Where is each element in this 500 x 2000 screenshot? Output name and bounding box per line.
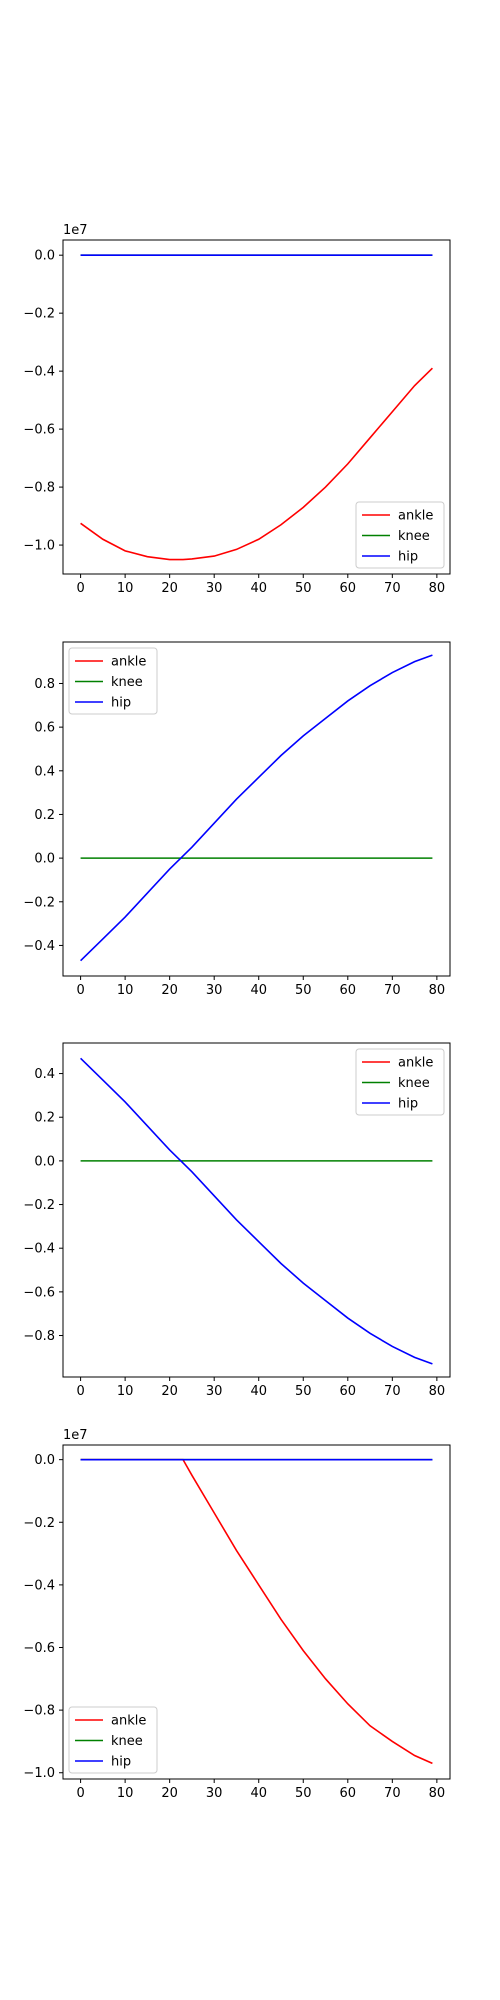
x-tick-label: 30: [206, 983, 223, 998]
legend-frame: [355, 1048, 445, 1116]
x-tick-label: 50: [295, 581, 312, 596]
legend: ankle knee hip: [68, 1706, 158, 1774]
y-tick-label: 0.2: [34, 1111, 55, 1126]
y-tick-label: −0.2: [23, 1198, 55, 1213]
axes-frame: [62, 641, 451, 977]
y-tick-label: 0.0: [34, 249, 55, 264]
x-tick-label: 0: [76, 581, 84, 596]
x-tick-label: 20: [161, 1786, 178, 1801]
axes-frame: [62, 1444, 451, 1780]
subplot-1: 0 10 20 30 40 50 60 70 80 0.0 −0.2 −0.4 −0.6 −0.8 −1.0…: [23, 223, 451, 596]
legend-frame: [68, 1706, 158, 1774]
x-tick-label: 30: [206, 1786, 223, 1801]
legend-frame: [355, 501, 445, 569]
axes-frame: [62, 1042, 451, 1378]
y-tick-label: 0.0: [34, 1453, 55, 1468]
x-tick-label: 70: [384, 581, 401, 596]
y-tick-label: −0.4: [23, 365, 55, 380]
subplot-4: 0 10 20 30 40 50 60 70 80 0.0 −0.2 −0.4 −0.6 −0.8 −1.0…: [23, 1428, 451, 1801]
x-tick-label: 50: [295, 983, 312, 998]
y-tick-label: −0.8: [23, 1704, 55, 1719]
legend: ankle knee hip: [68, 647, 158, 715]
x-tick-label: 80: [429, 1384, 446, 1399]
x-tick-label: 50: [295, 1384, 312, 1399]
y-tick-label: −0.2: [23, 1516, 55, 1531]
axes-frame: [62, 239, 451, 575]
y-tick-label: −0.4: [23, 939, 55, 954]
y-tick-label: −1.0: [23, 539, 55, 554]
legend-label-hip: hip: [398, 1097, 418, 1112]
x-tick-label: 10: [117, 581, 134, 596]
x-tick-label: 70: [384, 1786, 401, 1801]
legend: ankle knee hip: [355, 1048, 445, 1116]
y-offset-label: 1e7: [63, 1428, 88, 1443]
x-tick-label: 80: [429, 983, 446, 998]
legend-label-knee: knee: [398, 529, 430, 544]
x-tick-label: 60: [340, 983, 357, 998]
y-tick-label: −0.4: [23, 1242, 55, 1257]
y-tick-label: 0.2: [34, 808, 55, 823]
x-tick-label: 30: [206, 581, 223, 596]
x-tick-label: 40: [250, 581, 267, 596]
y-tick-label: −1.0: [23, 1766, 55, 1781]
y-tick-label: −0.6: [23, 1285, 55, 1300]
series-line-ankle: [80, 1458, 433, 1765]
y-tick-label: 0.4: [34, 1067, 55, 1082]
y-tick-label: −0.4: [23, 1578, 55, 1593]
y-tick-label: −0.6: [23, 1641, 55, 1656]
y-tick-label: −0.2: [23, 307, 55, 322]
x-tick-label: 80: [429, 581, 446, 596]
legend-label-knee: knee: [111, 675, 143, 690]
x-tick-label: 60: [340, 1786, 357, 1801]
x-tick-label: 20: [161, 581, 178, 596]
legend-label-ankle: ankle: [398, 509, 433, 524]
subplot-3: 0 10 20 30 40 50 60 70 80 0.4 0.2 0.0 −0.2 −0.4 −0.6 −0…: [23, 1042, 451, 1399]
x-tick-label: 80: [429, 1786, 446, 1801]
x-tick-label: 10: [117, 983, 134, 998]
series-line-ankle: [80, 367, 433, 561]
x-tick-label: 10: [117, 1384, 134, 1399]
legend-label-hip: hip: [111, 1755, 131, 1770]
legend-label-ankle: ankle: [111, 655, 146, 670]
legend-frame: [68, 647, 158, 715]
series-line-hip: [80, 1057, 433, 1365]
x-tick-label: 30: [206, 1384, 223, 1399]
x-tick-label: 0: [76, 1786, 84, 1801]
y-tick-label: −0.8: [23, 481, 55, 496]
x-tick-label: 70: [384, 1384, 401, 1399]
x-tick-label: 60: [340, 581, 357, 596]
x-tick-label: 20: [161, 983, 178, 998]
legend: ankle knee hip: [355, 501, 445, 569]
legend-label-hip: hip: [111, 696, 131, 711]
x-tick-label: 50: [295, 1786, 312, 1801]
y-tick-label: −0.6: [23, 423, 55, 438]
x-tick-label: 60: [340, 1384, 357, 1399]
x-tick-label: 40: [250, 1786, 267, 1801]
legend-label-knee: knee: [398, 1076, 430, 1091]
x-tick-label: 0: [76, 1384, 84, 1399]
legend-label-ankle: ankle: [111, 1714, 146, 1729]
y-tick-label: 0.0: [34, 852, 55, 867]
series-line-hip: [80, 654, 433, 962]
legend-label-ankle: ankle: [398, 1056, 433, 1071]
legend-label-knee: knee: [111, 1734, 143, 1749]
x-tick-label: 40: [250, 983, 267, 998]
x-tick-label: 10: [117, 1786, 134, 1801]
y-tick-label: −0.2: [23, 895, 55, 910]
y-tick-label: 0.4: [34, 764, 55, 779]
legend-label-hip: hip: [398, 550, 418, 565]
y-offset-label: 1e7: [63, 223, 88, 238]
x-tick-label: 20: [161, 1384, 178, 1399]
y-tick-label: 0.0: [34, 1154, 55, 1169]
y-tick-label: 0.6: [34, 721, 55, 736]
x-tick-label: 70: [384, 983, 401, 998]
y-tick-label: −0.8: [23, 1329, 55, 1344]
subplot-2: 0 10 20 30 40 50 60 70 80 0.8 0.6 0.4 0.2 0.0 −0.2 −0.4…: [23, 641, 451, 998]
y-tick-label: 0.8: [34, 677, 55, 692]
x-tick-label: 0: [76, 983, 84, 998]
x-tick-label: 40: [250, 1384, 267, 1399]
